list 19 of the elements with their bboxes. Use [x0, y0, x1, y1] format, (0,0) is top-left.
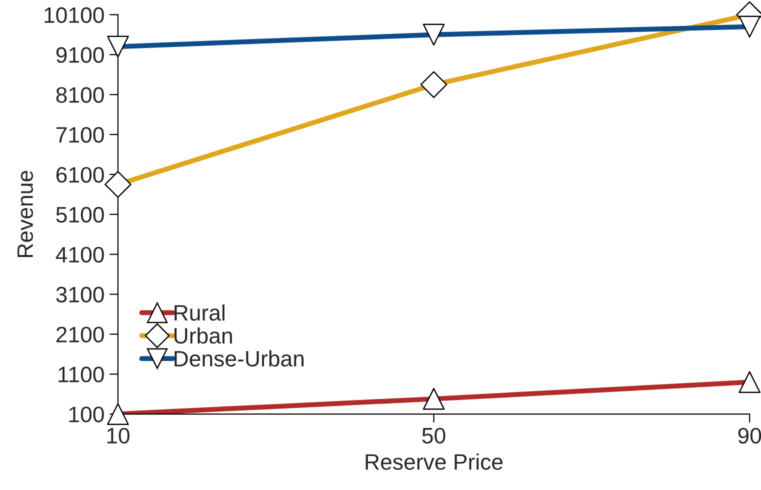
y-tick-label: 3100 — [56, 286, 104, 303]
y-axis-title: Revenue — [18, 170, 34, 258]
legend-label: Rural — [174, 304, 224, 321]
y-tick-label: 9100 — [56, 47, 104, 63]
y-tick-label: 10100 — [44, 7, 104, 23]
legend-label: Dense-Urban — [174, 350, 304, 367]
y-tick-label: 2100 — [56, 326, 104, 342]
y-tick-label: 100 — [69, 406, 104, 422]
y-tick-label: 6100 — [56, 166, 104, 183]
y-tick-label: 5100 — [56, 206, 104, 223]
y-tick-label: 1100 — [58, 366, 104, 382]
x-tick-label: 10 — [107, 428, 130, 444]
y-tick-label: 7100 — [56, 127, 104, 143]
y-tick-label: 8100 — [56, 87, 104, 103]
x-tick-label: 50 — [422, 428, 446, 444]
legend-label: Urban — [174, 327, 232, 344]
x-tick-label: 90 — [738, 428, 761, 444]
x-axis-title: Reserve Price — [366, 454, 503, 470]
y-tick-label: 4100 — [56, 246, 104, 263]
